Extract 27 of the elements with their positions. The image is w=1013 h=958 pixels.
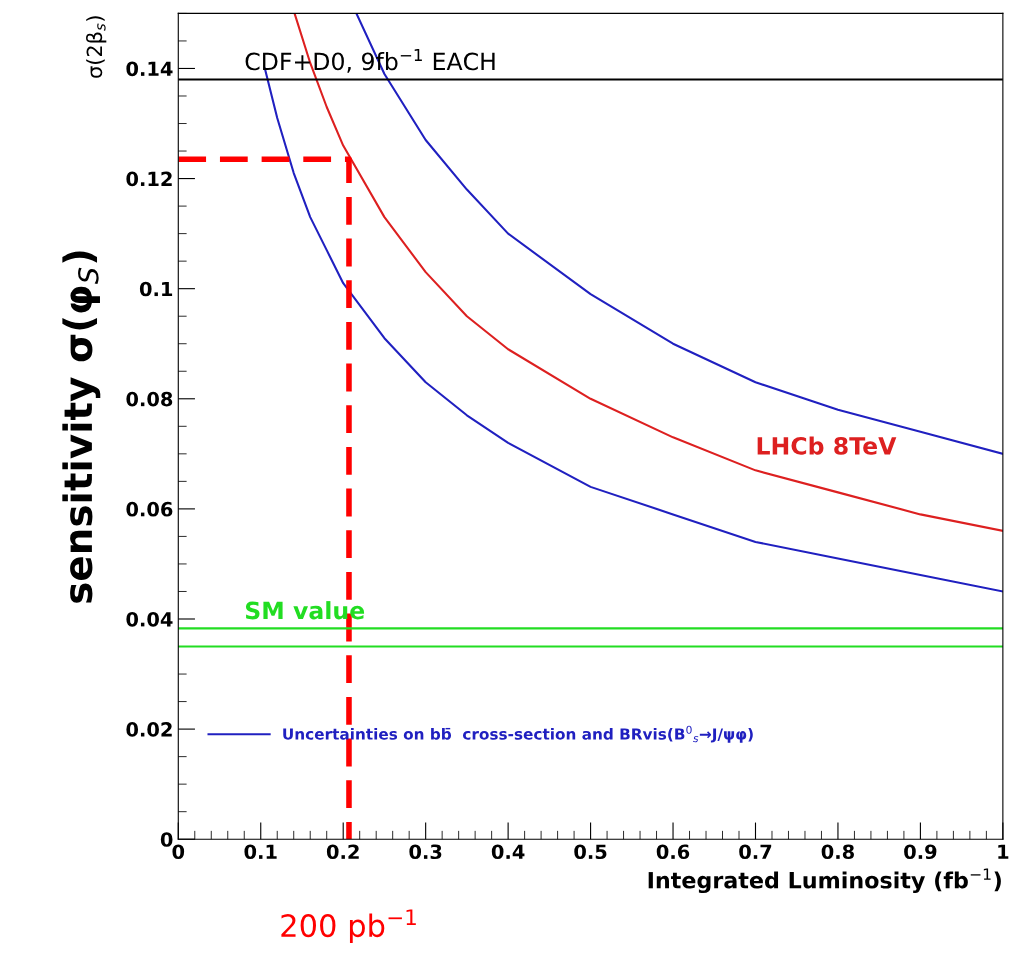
- y-axis-title: sensitivity σ(φ$_{S}$): [62, 251, 101, 603]
- series-label: LHCb 8TeV: [757, 436, 897, 455]
- y-tick-label: 0.02: [126, 722, 172, 737]
- x-tick-label: 0.2: [326, 844, 359, 860]
- x-tick-label: 0: [172, 844, 185, 860]
- x-tick-label: 1: [998, 844, 1009, 859]
- y-tick-label: 0.12: [126, 171, 172, 187]
- text: σ(2β$_{s}$): [86, 16, 107, 78]
- y-tick-label: 0.04: [126, 611, 173, 627]
- x-tick-label: 0.3: [409, 844, 442, 860]
- x-axis-title: Integrated Luminosity (fb$^{−1}$): [648, 868, 1001, 894]
- x-tick-label: 0.7: [739, 844, 772, 860]
- y-tick-label: 0.06: [126, 501, 173, 517]
- ref-line-label: SM value: [245, 601, 365, 620]
- y-tick-label: 0.1: [139, 281, 173, 297]
- x-tick-label: 0.8: [821, 844, 854, 860]
- x-tick-label: 0.5: [574, 844, 607, 860]
- text: 200 pb$^{−1}$: [281, 909, 416, 944]
- y-tick-label: 0.14: [126, 61, 173, 77]
- y-tick-label: 0: [160, 832, 173, 847]
- x-tick-label: 0.9: [904, 844, 937, 860]
- x-tick-label: 0.6: [656, 844, 690, 860]
- x-tick-label: 0.1: [244, 844, 277, 860]
- x-tick-label: 0.4: [491, 844, 525, 860]
- legend-label: Uncertainties on bb̄ cross-section and BRvis(B$^{0}$$_{s}$→J/ψφ): [283, 725, 753, 743]
- y-tick-label: 0.08: [126, 391, 173, 407]
- line-series: [355, 13, 1003, 455]
